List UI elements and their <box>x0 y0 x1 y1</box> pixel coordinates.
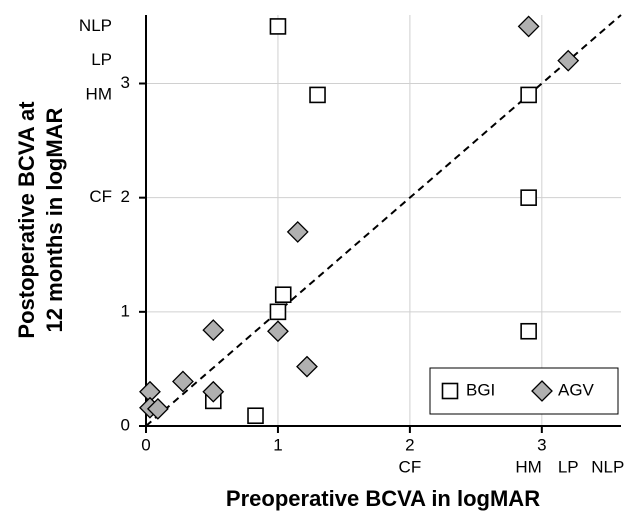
x-annotation: LP <box>558 457 579 476</box>
point <box>274 286 292 304</box>
x-tick-label: 2 <box>405 435 414 454</box>
x-annotation: HM <box>515 457 541 476</box>
point <box>202 380 225 403</box>
point <box>309 86 326 104</box>
point <box>269 18 287 35</box>
point <box>517 15 540 38</box>
point <box>296 355 318 378</box>
point <box>520 322 537 340</box>
y-tick-label: 0 <box>121 415 130 434</box>
x-tick-label: 0 <box>141 435 150 454</box>
y-axis-title: Postoperative BCVA at <box>14 101 39 339</box>
legend-marker <box>441 382 459 400</box>
point <box>520 189 537 206</box>
point <box>557 49 580 72</box>
legend-box <box>429 367 619 415</box>
point <box>269 303 287 321</box>
y-annotation: LP <box>91 50 112 69</box>
point <box>267 320 289 343</box>
point <box>286 220 309 243</box>
x-tick-label: 3 <box>537 435 546 454</box>
x-annotation: NLP <box>591 457 624 476</box>
x-annotation: CF <box>399 457 422 476</box>
legend-label: BGI <box>466 380 495 399</box>
point <box>146 397 169 420</box>
legend-marker <box>531 380 553 402</box>
y-annotation: NLP <box>79 16 112 35</box>
point <box>520 86 537 104</box>
x-tick-label: 1 <box>273 435 282 454</box>
y-axis-title: 12 months in logMAR <box>42 107 67 332</box>
y-tick-label: 3 <box>121 73 130 92</box>
y-annotation: HM <box>86 84 112 103</box>
y-tick-label: 1 <box>121 301 130 320</box>
y-annotation: CF <box>89 187 112 206</box>
point <box>202 319 225 342</box>
point <box>247 407 264 425</box>
x-axis-title: Preoperative BCVA in logMAR <box>226 486 540 511</box>
identity-line <box>145 14 622 427</box>
legend-label: AGV <box>558 380 595 399</box>
y-tick-label: 2 <box>121 187 130 206</box>
point <box>172 370 194 393</box>
